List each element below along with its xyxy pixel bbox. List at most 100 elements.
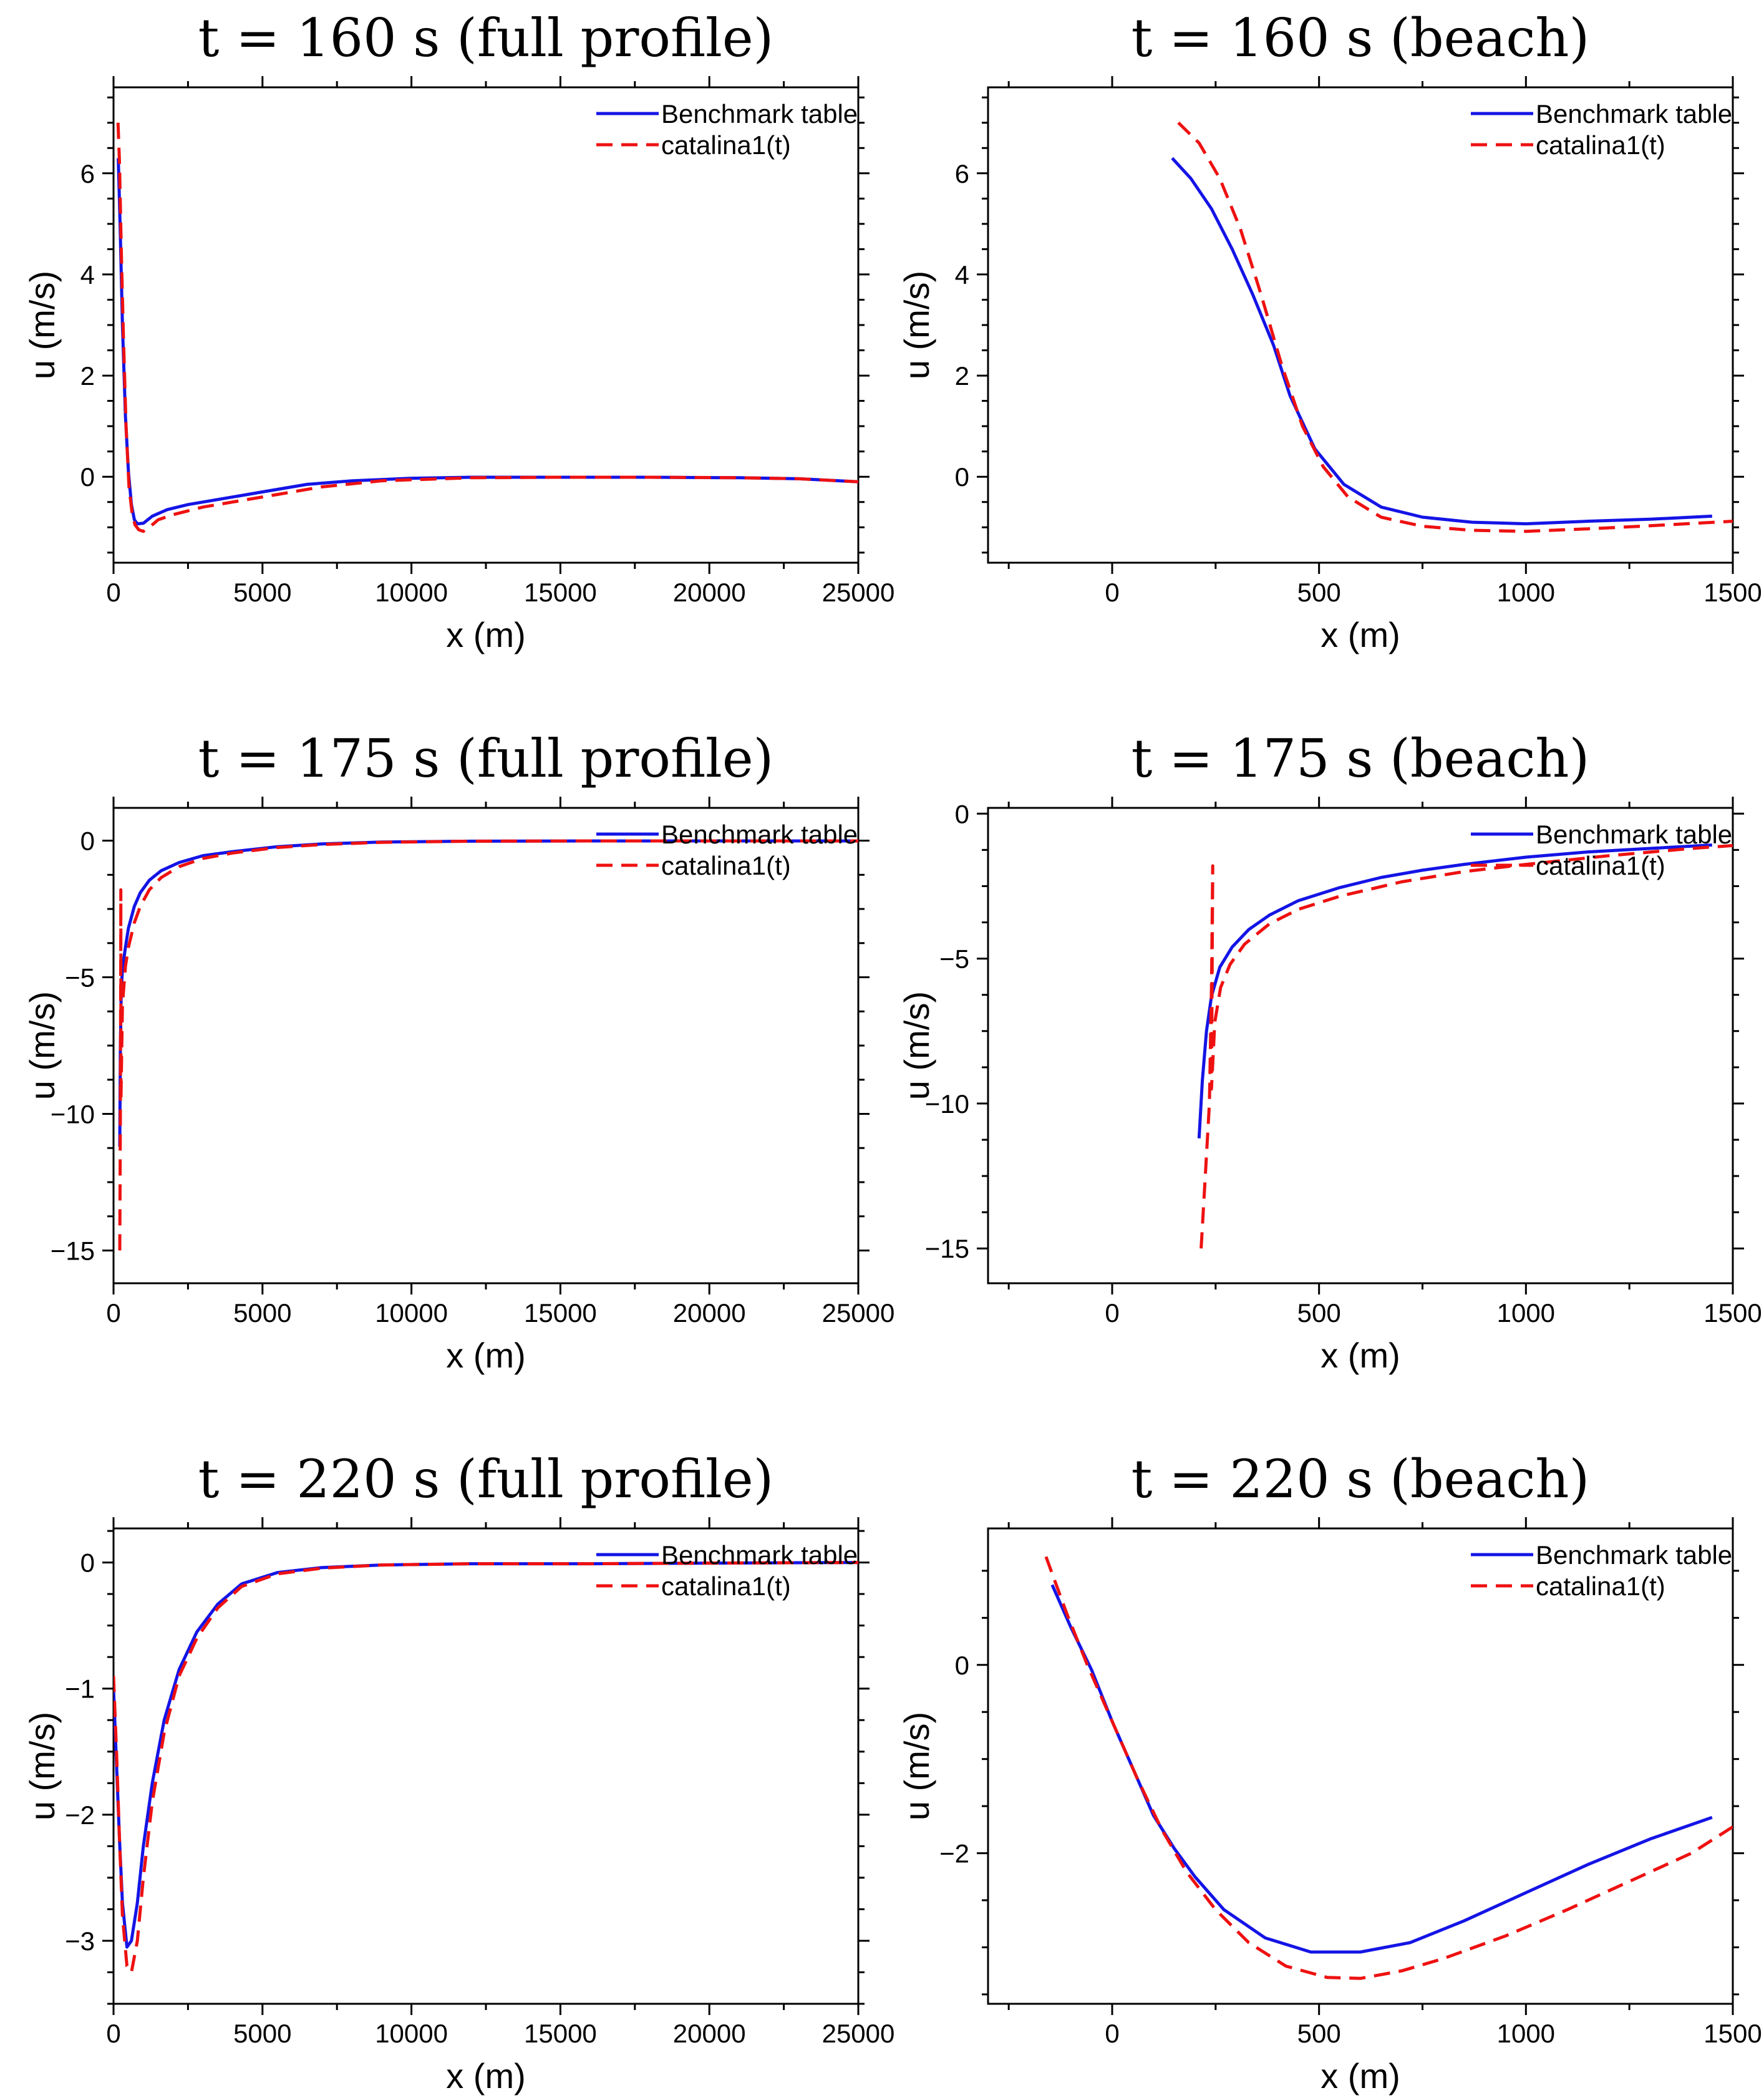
x-tick-label: 20000 xyxy=(673,1298,746,1328)
x-tick-label: 5000 xyxy=(233,2019,291,2048)
y-tick-label: −15 xyxy=(925,1234,969,1263)
legend-label-benchmark: Benchmark table xyxy=(661,820,858,849)
benchmark-line xyxy=(118,839,858,1147)
legend-label-catalina: catalina1(t) xyxy=(1536,851,1665,880)
plot-frame xyxy=(987,1527,1734,2005)
panels: t = 160 s (full profile)0 5000 10000 15000 2… xyxy=(22,7,1762,2096)
catalina-line xyxy=(116,122,858,533)
benchmark-line xyxy=(1050,1584,1713,1954)
y-tick-label: 4 xyxy=(80,260,95,289)
x-tick-label: 20000 xyxy=(673,2019,746,2048)
x-tick-label: 0 xyxy=(106,1298,120,1328)
y-tick-label: −3 xyxy=(65,1926,95,1956)
legend-label-catalina: catalina1(t) xyxy=(1536,130,1665,160)
x-tick-label: 0 xyxy=(1105,578,1119,607)
legend-label-catalina: catalina1(t) xyxy=(1536,1571,1665,1601)
catalina-line xyxy=(1177,121,1733,533)
legend-label-benchmark: Benchmark table xyxy=(1536,1540,1732,1570)
x-tick-label: 5000 xyxy=(233,578,291,607)
x-tick-label: 1000 xyxy=(1497,578,1555,607)
catalina-line xyxy=(114,1561,858,1974)
legend-label-catalina: catalina1(t) xyxy=(661,1571,791,1601)
x-tick-label: 500 xyxy=(1297,578,1341,607)
x-tick-label: 25000 xyxy=(822,2019,895,2048)
x-tick-label: 25000 xyxy=(822,578,895,607)
legend-label-catalina: catalina1(t) xyxy=(661,851,791,880)
y-tick-label: 6 xyxy=(955,159,969,188)
y-tick-label: −15 xyxy=(51,1236,95,1265)
x-tick-label: 15000 xyxy=(524,1298,597,1328)
chart-panel-0: t = 160 s (full profile) 0 5000 10000 15000 2… xyxy=(22,7,894,654)
y-tick-label: −2 xyxy=(939,1839,969,1868)
benchmark-line xyxy=(1171,157,1712,526)
x-axis-label: x (m) xyxy=(446,615,526,654)
legend-label-catalina: catalina1(t) xyxy=(661,130,791,160)
y-tick-label: 0 xyxy=(955,462,969,492)
y-tick-label: 0 xyxy=(80,827,95,856)
benchmark-line xyxy=(1197,843,1712,1139)
series-group xyxy=(116,122,858,533)
plot-frame xyxy=(987,807,1734,1285)
x-axis-label: x (m) xyxy=(1321,2056,1400,2096)
chart-panel-3: t = 175 s (beach) 0 500 1000 1500 0 −5 −10 −15 x … xyxy=(897,728,1762,1375)
legend-label-benchmark: Benchmark table xyxy=(661,1540,858,1570)
chart-title: t = 220 s (beach) xyxy=(1132,1449,1590,1510)
x-axis-label: x (m) xyxy=(1321,615,1400,654)
chart-title: t = 160 s (full profile) xyxy=(198,7,774,69)
chart-title: t = 160 s (beach) xyxy=(1132,7,1590,69)
y-tick-label: −1 xyxy=(65,1674,95,1704)
chart-panel-2: t = 175 s (full profile) 0 5000 10000 15000 2… xyxy=(22,728,894,1375)
benchmark-line xyxy=(117,158,858,526)
chart-panel-5: t = 220 s (beach) 0 500 1000 1500 0 −2 x (m) u (… xyxy=(897,1449,1762,2096)
y-axis-label: u (m/s) xyxy=(22,271,62,379)
x-axis-label: x (m) xyxy=(446,1336,526,1375)
y-tick-label: 2 xyxy=(955,361,969,391)
x-tick-label: 500 xyxy=(1297,2019,1341,2048)
legend-label-benchmark: Benchmark table xyxy=(1536,99,1732,129)
y-tick-label: 0 xyxy=(955,1651,969,1680)
series-group xyxy=(1197,843,1733,1249)
x-axis-label: x (m) xyxy=(446,2056,526,2096)
x-axis-label: x (m) xyxy=(1321,1336,1400,1375)
x-tick-label: 10000 xyxy=(375,2019,448,2048)
y-axis-label: u (m/s) xyxy=(22,1712,62,1820)
y-tick-label: 2 xyxy=(80,361,95,391)
chart-panel-4: t = 220 s (full profile) 0 5000 10000 15000 2… xyxy=(22,1449,894,2096)
y-tick-label: −10 xyxy=(51,1099,95,1129)
x-tick-label: 5000 xyxy=(233,1298,291,1328)
y-tick-label: 6 xyxy=(80,159,95,188)
series-group xyxy=(1044,1556,1733,1980)
y-tick-label: −2 xyxy=(65,1800,95,1830)
x-tick-label: 10000 xyxy=(375,1298,448,1328)
y-tick-label: −5 xyxy=(939,945,969,974)
x-tick-label: 500 xyxy=(1297,1298,1341,1328)
series-group xyxy=(114,1561,858,1974)
y-tick-label: 4 xyxy=(955,260,969,289)
catalina-line xyxy=(1199,843,1733,1249)
catalina-line xyxy=(1044,1556,1733,1980)
x-tick-label: 1000 xyxy=(1497,1298,1555,1328)
chart-title: t = 175 s (full profile) xyxy=(198,728,774,789)
x-tick-label: 0 xyxy=(1105,2019,1119,2048)
x-tick-label: 0 xyxy=(106,578,120,607)
y-tick-label: −5 xyxy=(65,963,95,993)
benchmark-line xyxy=(114,1561,858,1949)
x-tick-label: 10000 xyxy=(375,578,448,607)
x-tick-label: 0 xyxy=(1105,1298,1119,1328)
catalina-line xyxy=(118,839,858,1251)
series-group xyxy=(1171,121,1733,533)
y-tick-label: 0 xyxy=(955,799,969,828)
y-axis-label: u (m/s) xyxy=(897,271,936,379)
x-tick-label: 15000 xyxy=(524,578,597,607)
y-axis-label: u (m/s) xyxy=(22,991,62,1100)
series-group xyxy=(118,839,858,1251)
x-tick-label: 1000 xyxy=(1497,2019,1555,2048)
chart-panel-1: t = 160 s (beach) 0 500 1000 1500 0 2 4 6 x (m) u … xyxy=(897,7,1762,654)
x-tick-label: 1500 xyxy=(1703,2019,1762,2048)
y-axis-label: u (m/s) xyxy=(897,1712,936,1820)
chart-title: t = 220 s (full profile) xyxy=(198,1449,774,1510)
y-tick-label: −10 xyxy=(925,1089,969,1119)
x-tick-label: 20000 xyxy=(673,578,746,607)
x-tick-label: 0 xyxy=(106,2019,120,2048)
